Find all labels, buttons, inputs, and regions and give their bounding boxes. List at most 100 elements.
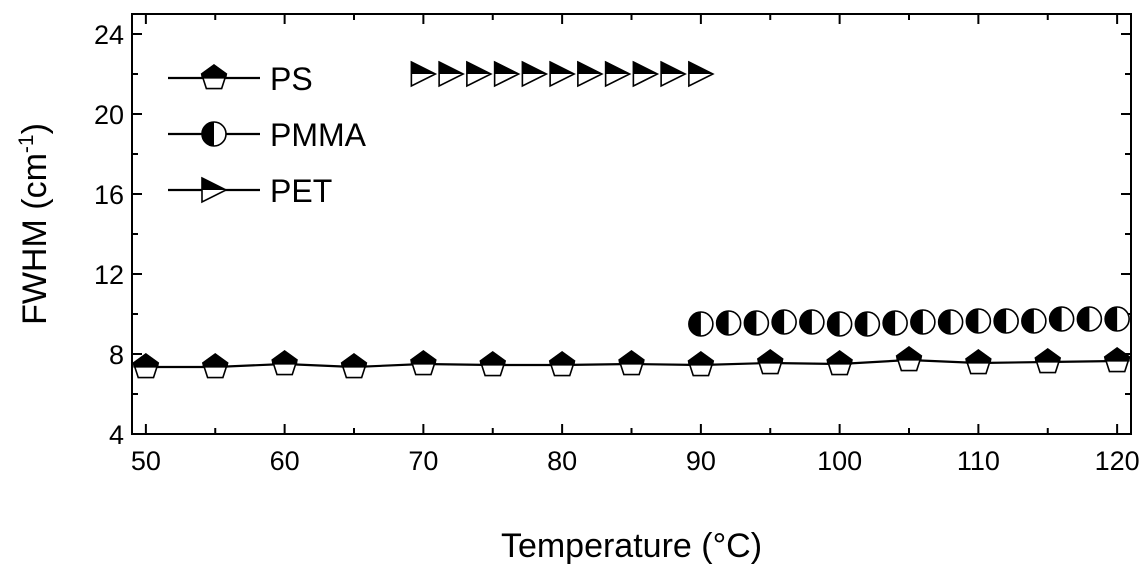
y-tick-label: 4	[109, 420, 124, 450]
marker-fill	[826, 350, 853, 365]
marker-fill	[411, 62, 436, 74]
data-point	[1103, 347, 1131, 373]
data-point	[910, 309, 936, 335]
y-tick-label: 8	[109, 340, 124, 370]
y-tick-label: 12	[94, 260, 124, 290]
data-point	[882, 310, 908, 336]
marker-fill	[410, 350, 437, 365]
data-point	[687, 351, 715, 377]
data-point	[993, 308, 1019, 334]
marker-fill	[994, 309, 1007, 333]
marker-fill	[633, 62, 658, 74]
legend: PS PMMA PET	[168, 61, 367, 209]
marker-fill	[661, 62, 686, 74]
y-tick-label: 24	[94, 20, 124, 50]
marker-fill	[687, 351, 714, 366]
legend-entry-pet: PET	[168, 173, 332, 209]
marker-fill	[522, 62, 547, 74]
x-tick-label: 100	[817, 446, 862, 476]
data-point	[799, 309, 825, 335]
marker-fill	[1021, 309, 1034, 333]
x-axis-title: Temperature (°C)	[501, 527, 762, 565]
marker-fill	[799, 310, 812, 334]
data-point	[132, 353, 160, 379]
x-tick-label: 110	[957, 446, 1000, 476]
data-point	[577, 60, 604, 88]
data-point	[965, 349, 992, 375]
marker-fill	[716, 311, 729, 335]
data-point	[493, 60, 521, 88]
data-point	[743, 310, 770, 336]
data-point	[521, 60, 549, 88]
legend-label: PS	[270, 61, 313, 97]
marker-fill	[479, 351, 506, 366]
data-point	[618, 350, 645, 376]
marker-fill	[966, 309, 979, 333]
x-tick-label: 50	[131, 446, 161, 476]
data-point	[604, 60, 632, 88]
data-series	[132, 60, 1131, 379]
x-tick-label: 90	[686, 446, 716, 476]
data-point	[1048, 306, 1075, 332]
marker-fill	[883, 311, 896, 335]
y-tick-label: 20	[94, 100, 124, 130]
data-point	[826, 350, 853, 376]
marker-fill	[1105, 307, 1118, 331]
marker-fill	[855, 312, 868, 336]
series-ps	[132, 346, 1131, 379]
marker-fill	[896, 346, 922, 361]
marker-fill	[938, 310, 951, 334]
data-point	[410, 350, 437, 376]
data-point	[1104, 306, 1130, 332]
data-point	[715, 310, 742, 336]
y-axis-title-close: )	[16, 123, 54, 134]
data-point	[895, 346, 923, 372]
data-point	[688, 311, 714, 337]
marker-fill	[550, 62, 575, 74]
data-point	[271, 350, 298, 376]
marker-fill	[1049, 307, 1062, 331]
y-axis-title: FWHM (cm-1)	[15, 123, 54, 325]
legend-entry-pmma: PMMA	[168, 117, 367, 153]
legend-marker	[201, 121, 227, 147]
legend-marker	[200, 64, 228, 90]
series-pmma	[688, 306, 1130, 337]
legend-marker	[201, 176, 228, 204]
marker-fill	[605, 62, 630, 74]
marker-fill	[910, 310, 923, 334]
marker-fill	[202, 178, 226, 190]
data-point	[965, 308, 992, 334]
marker-fill	[466, 62, 491, 74]
marker-fill	[549, 351, 576, 366]
data-point	[826, 311, 853, 337]
x-tick-label: 70	[408, 446, 438, 476]
data-point	[771, 309, 797, 335]
marker-fill	[688, 312, 701, 336]
marker-fill	[688, 62, 713, 74]
data-point	[1021, 308, 1047, 334]
marker-fill	[577, 62, 602, 74]
data-point	[756, 349, 784, 375]
marker-fill	[618, 350, 645, 365]
data-point	[854, 311, 881, 337]
series-pet	[410, 60, 715, 88]
data-point	[1034, 348, 1062, 374]
data-point	[479, 351, 507, 377]
data-point	[201, 353, 229, 379]
marker-fill	[341, 353, 367, 368]
marker-fill	[1104, 347, 1131, 362]
marker-fill	[132, 353, 159, 368]
legend-label: PMMA	[270, 117, 367, 153]
x-tick-label: 120	[1095, 446, 1140, 476]
data-point	[340, 353, 368, 379]
marker-fill	[827, 312, 840, 336]
marker-fill	[1077, 307, 1090, 331]
legend-label: PET	[270, 173, 332, 209]
marker-fill	[965, 349, 992, 364]
data-point	[549, 60, 576, 88]
marker-fill	[757, 349, 784, 364]
x-tick-label: 60	[270, 446, 300, 476]
y-axis-title-superscript: -1	[15, 134, 38, 153]
data-point	[438, 60, 465, 88]
